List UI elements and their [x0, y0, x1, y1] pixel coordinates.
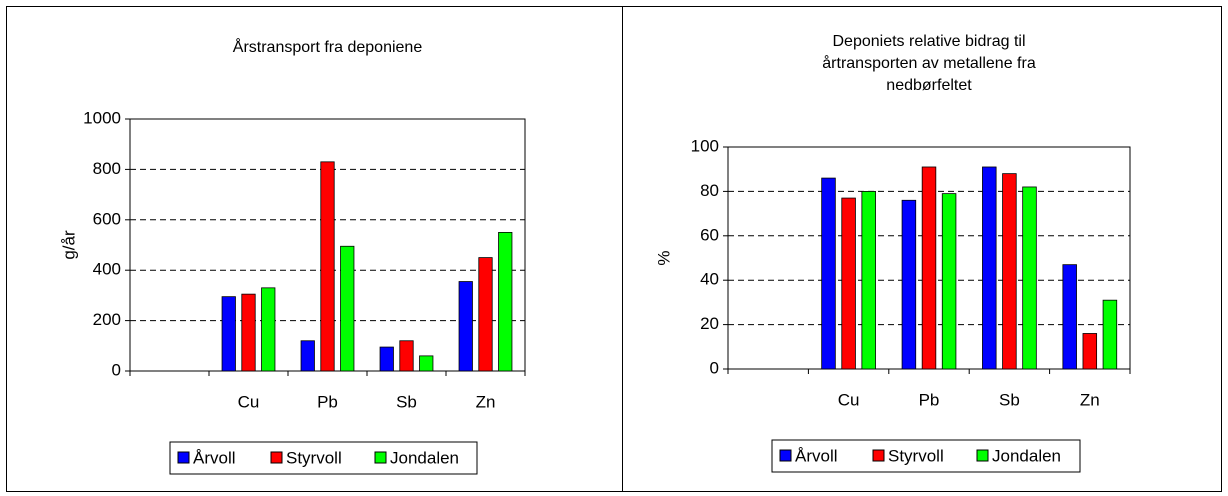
y-tick-label: 400: [93, 260, 121, 279]
legend-swatch: [779, 449, 792, 462]
bar: [399, 340, 414, 372]
legend-label: Jondalen: [390, 448, 459, 467]
bar: [419, 355, 434, 372]
legend-label: Årvoll: [795, 446, 838, 465]
chart-title: Årstransport fra deponiene: [233, 37, 423, 56]
bar: [1062, 264, 1077, 370]
bar: [320, 161, 335, 372]
x-tick-label: Pb: [919, 390, 940, 409]
legend-swatch: [976, 449, 989, 462]
bar: [1002, 173, 1017, 370]
y-tick-label: 100: [691, 136, 719, 155]
legend-swatch: [872, 449, 885, 462]
bar: [941, 193, 957, 370]
y-tick-label: 200: [93, 310, 121, 329]
bar: [340, 245, 355, 372]
legend-swatch: [177, 451, 190, 464]
bar: [458, 281, 473, 372]
bar: [861, 190, 876, 370]
chart-title: nedbørfeltet: [886, 77, 972, 94]
bar: [1022, 186, 1037, 370]
bar: [221, 296, 236, 372]
y-axis-label: %: [654, 250, 673, 265]
x-tick-label: Sb: [396, 392, 417, 411]
legend-box: [169, 441, 478, 475]
x-tick-label: Zn: [1080, 390, 1100, 409]
bar: [841, 197, 856, 370]
chart-title: Deponiets relative bidrag til: [833, 33, 1026, 50]
y-axis-label: g/år: [59, 230, 78, 260]
y-tick-label: 0: [112, 360, 121, 379]
bar: [982, 166, 997, 370]
y-tick-label: 800: [93, 159, 121, 178]
bar: [379, 346, 394, 372]
chart-title: årtransporten av metallene fra: [822, 54, 1036, 72]
x-tick-label: Zn: [476, 392, 496, 411]
bar: [498, 231, 513, 372]
legend-label: Jondalen: [992, 446, 1061, 465]
bar: [261, 287, 276, 372]
y-tick-label: 20: [700, 314, 719, 333]
y-tick-label: 0: [710, 358, 719, 377]
bar: [821, 177, 836, 370]
y-tick-label: 60: [700, 225, 719, 244]
y-tick-label: 80: [700, 181, 719, 200]
bar: [478, 257, 493, 372]
x-tick-label: Sb: [999, 390, 1020, 409]
x-tick-label: Pb: [317, 392, 338, 411]
bar: [1102, 299, 1118, 370]
bar: [901, 199, 917, 370]
legend-box: [771, 439, 1081, 473]
x-tick-label: Cu: [238, 392, 260, 411]
bar: [1082, 333, 1098, 370]
legend-label: Årvoll: [193, 448, 236, 467]
table-border: [6, 6, 1222, 492]
bar: [921, 166, 937, 370]
y-tick-label: 600: [93, 209, 121, 228]
legend-swatch: [270, 451, 283, 464]
bar: [241, 293, 256, 372]
bar: [300, 340, 315, 372]
x-tick-label: Cu: [838, 390, 860, 409]
y-tick-label: 1000: [83, 108, 121, 127]
legend-swatch: [374, 451, 387, 464]
legend-label: Styrvoll: [286, 448, 342, 467]
legend-label: Styrvoll: [888, 446, 944, 465]
y-tick-label: 40: [700, 270, 719, 289]
